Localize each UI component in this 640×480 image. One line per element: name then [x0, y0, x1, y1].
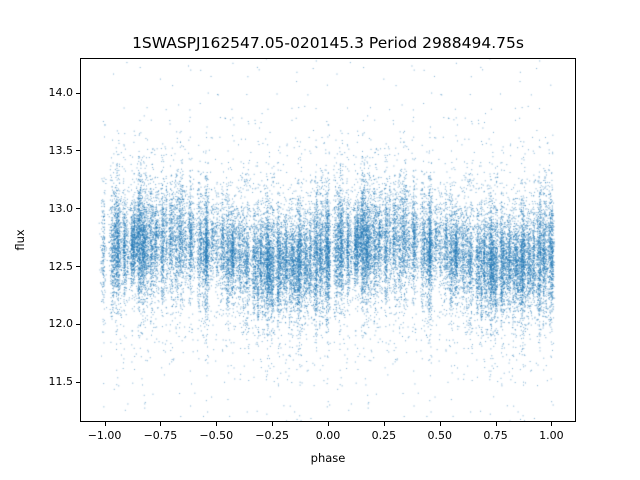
y-tick-mark [76, 266, 80, 267]
x-tick-mark [440, 422, 441, 426]
y-tick-mark [76, 150, 80, 151]
y-tick-label: 12.5 [48, 259, 74, 273]
y-axis-label: flux [13, 229, 27, 251]
x-tick-label: 0.00 [315, 429, 341, 442]
x-tick-label: 0.25 [371, 429, 397, 442]
chart-title: 1SWASPJ162547.05-020145.3 Period 2988494… [132, 34, 524, 52]
x-tick-label: 1.00 [539, 429, 564, 442]
x-tick-mark [105, 422, 106, 426]
x-tick-label: −0.25 [255, 429, 289, 442]
x-tick-mark [496, 422, 497, 426]
x-tick-label: −0.50 [199, 429, 234, 442]
y-tick-label: 13.0 [48, 201, 74, 215]
x-tick-mark [551, 422, 552, 426]
y-tick-mark [76, 382, 80, 383]
y-tick-mark [76, 208, 80, 209]
x-tick-mark [384, 422, 385, 426]
x-tick-mark [328, 422, 329, 426]
scatter-points-canvas [80, 58, 576, 422]
x-tick-label: −0.75 [143, 429, 178, 442]
y-tick-mark [76, 93, 80, 94]
y-tick-label: 14.0 [48, 86, 74, 100]
x-tick-label: 0.75 [483, 429, 508, 442]
x-tick-label: −1.00 [87, 429, 122, 442]
y-tick-mark [76, 324, 80, 325]
x-tick-mark [272, 422, 273, 426]
x-tick-mark [216, 422, 217, 426]
x-tick-mark [160, 422, 161, 426]
x-tick-label: 0.50 [427, 429, 452, 442]
x-axis-label: phase [310, 451, 346, 465]
y-tick-label: 11.5 [48, 375, 74, 389]
y-tick-label: 13.5 [48, 143, 74, 157]
y-tick-label: 12.0 [48, 317, 74, 331]
